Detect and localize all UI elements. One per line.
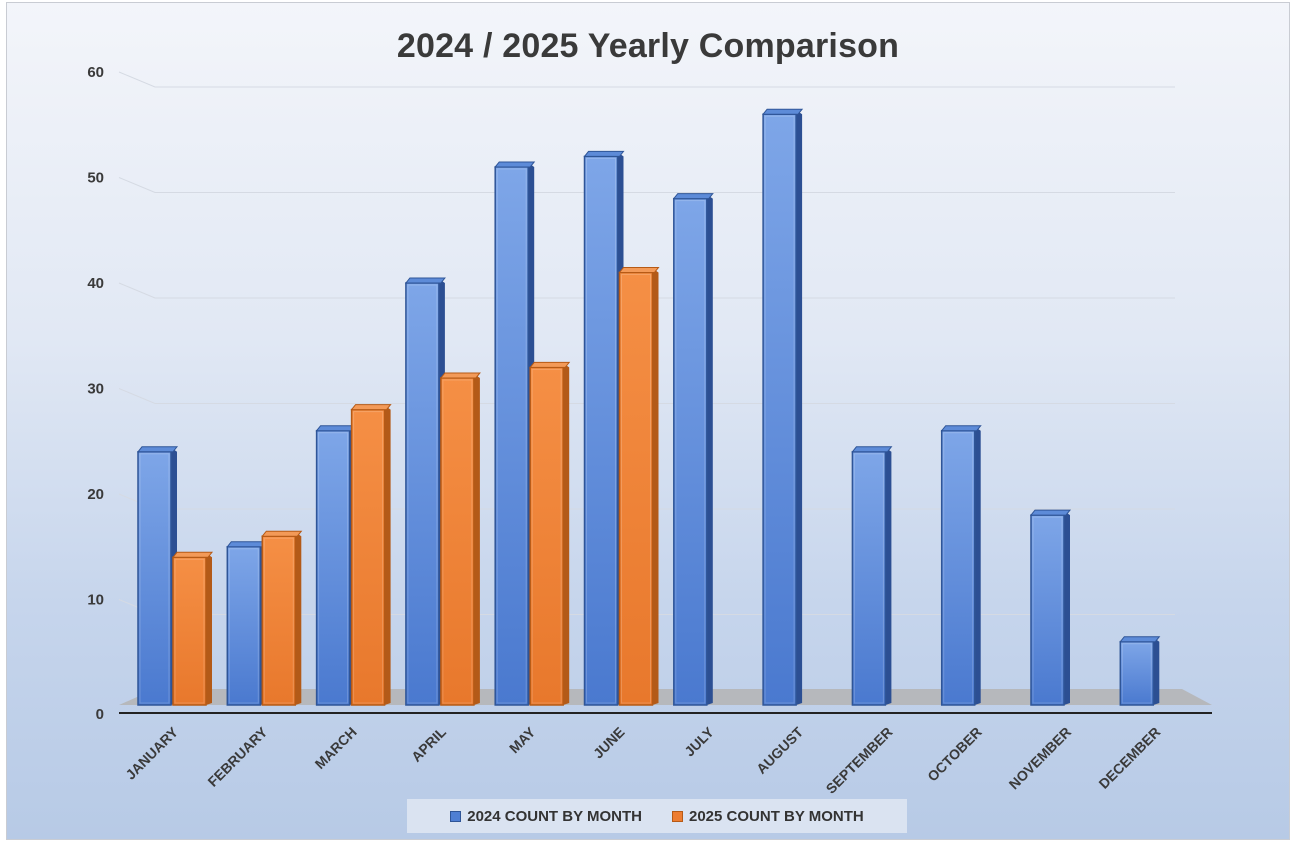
legend-item-2024: 2024 COUNT BY MONTH xyxy=(450,808,642,825)
legend-item-2025: 2025 COUNT BY MONTH xyxy=(672,808,864,825)
y-tick-label: 20 xyxy=(87,486,104,503)
x-tick-label: APRIL xyxy=(408,723,449,764)
gridline xyxy=(118,177,1175,193)
bar-2024-december xyxy=(1119,636,1161,706)
x-tick-label: DECEMBER xyxy=(1095,724,1163,792)
chart-floor xyxy=(119,689,1212,705)
bar-2025-april xyxy=(439,372,481,706)
chart-title: 2024 / 2025 Yearly Comparison xyxy=(396,27,900,65)
legend-swatch-2025 xyxy=(672,810,683,822)
y-tick-label: 10 xyxy=(87,592,104,609)
bar-2024-july xyxy=(672,193,714,706)
gridline xyxy=(118,388,1175,404)
x-tick-label: NOVEMBER xyxy=(1006,724,1075,793)
y-tick-label: 60 xyxy=(87,64,104,81)
bar-2025-may xyxy=(529,361,571,706)
bar-2024-august xyxy=(762,108,804,706)
x-tick-label: OCTOBER xyxy=(924,724,985,785)
y-tick-label: 0 xyxy=(96,706,104,723)
x-tick-label: JANUARY xyxy=(122,723,181,782)
chart-legend: 2024 COUNT BY MONTH 2025 COUNT BY MONTH xyxy=(407,799,907,833)
x-tick-label: JUNE xyxy=(590,724,628,762)
bar-2024-may xyxy=(494,161,536,706)
bar-2024-september xyxy=(851,446,893,706)
y-tick-label: 40 xyxy=(87,275,104,292)
chart-plot: 0 10 20 30 40 50 60 JANUARY FEBRUARY MARCH APRIL M… xyxy=(87,64,1212,797)
legend-label-2024: 2024 COUNT BY MONTH xyxy=(467,807,642,825)
y-tick-label: 50 xyxy=(87,170,104,187)
gridline xyxy=(118,282,1175,299)
x-tick-label: FEBRUARY xyxy=(204,723,270,789)
bar-2025-march xyxy=(350,404,392,706)
bar-2024-february xyxy=(226,541,268,706)
gridline xyxy=(118,71,1175,88)
bar-2024-march xyxy=(315,425,357,706)
x-tick-label: MARCH xyxy=(312,724,360,772)
x-tick-label: JULY xyxy=(681,723,717,759)
chart-area: 0 10 20 30 40 50 60 JANUARY FEBRUARY MARCH APRIL M… xyxy=(6,2,1290,840)
bar-2024-april xyxy=(404,277,446,706)
y-tick-label: 30 xyxy=(87,381,104,398)
bar-2024-january xyxy=(136,446,179,706)
bar-2024-october xyxy=(940,425,982,706)
legend-label-2025: 2025 COUNT BY MONTH xyxy=(689,807,864,825)
legend-swatch-2024 xyxy=(450,810,462,822)
bar-2024-june xyxy=(583,150,625,706)
bar-2025-february xyxy=(261,530,303,706)
bar-2024-november xyxy=(1029,509,1072,706)
x-tick-label: SEPTEMBER xyxy=(823,724,896,797)
x-tick-label: MAY xyxy=(506,723,539,756)
bar-2025-june xyxy=(618,266,660,706)
x-tick-label: AUGUST xyxy=(753,724,806,777)
bar-2025-january xyxy=(171,551,214,706)
